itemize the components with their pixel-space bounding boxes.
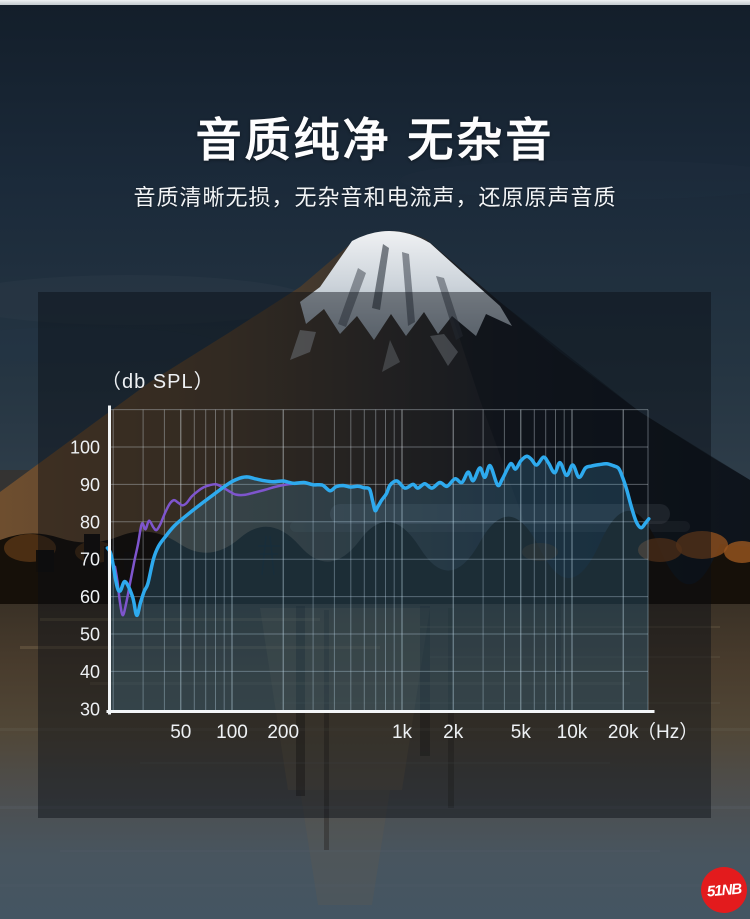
snow-cap (290, 230, 512, 372)
page-subtitle: 音质清晰无损，无杂音和电流声，还原原声音质 (133, 185, 617, 210)
secondary-response-curve (113, 482, 295, 617)
lake-water (0, 604, 750, 919)
svg-text:100: 100 (70, 438, 100, 458)
svg-text:70: 70 (80, 550, 100, 570)
svg-text:40: 40 (80, 662, 100, 682)
svg-text:100: 100 (216, 722, 248, 743)
svg-text:60: 60 (80, 587, 100, 607)
svg-text:2k: 2k (443, 722, 464, 743)
chart-grid (109, 409, 649, 711)
chart-backdrop-panel (38, 292, 711, 818)
svg-text:1k: 1k (392, 722, 413, 743)
chart-series (105, 454, 651, 618)
top-border-bar (0, 0, 750, 5)
mountain (0, 230, 750, 620)
svg-text:90: 90 (80, 475, 100, 495)
svg-text:80: 80 (80, 512, 100, 532)
svg-text:10k: 10k (557, 722, 588, 743)
svg-text:（Hz）: （Hz） (637, 721, 698, 743)
watermark-text: 51NB (706, 880, 742, 900)
main-frequency-response-curve (105, 454, 651, 618)
svg-text:200: 200 (267, 722, 299, 743)
power-pylon (258, 535, 280, 576)
svg-text:（db SPL）: （db SPL） (101, 370, 215, 393)
svg-text:50: 50 (170, 722, 191, 743)
page-title: 音质纯净 无杂音 (195, 114, 555, 166)
svg-text:50: 50 (80, 625, 100, 645)
chart-tick-labels: 100 90 80 70 60 50 40 30 50 100 200 1k 2k 5k 10k 20k（Hz… (70, 370, 698, 743)
chart-axes (106, 405, 655, 715)
svg-text:30: 30 (80, 699, 100, 719)
svg-text:20k: 20k (608, 722, 639, 743)
svg-text:5k: 5k (511, 722, 532, 743)
chart-area-fills (107, 456, 649, 711)
